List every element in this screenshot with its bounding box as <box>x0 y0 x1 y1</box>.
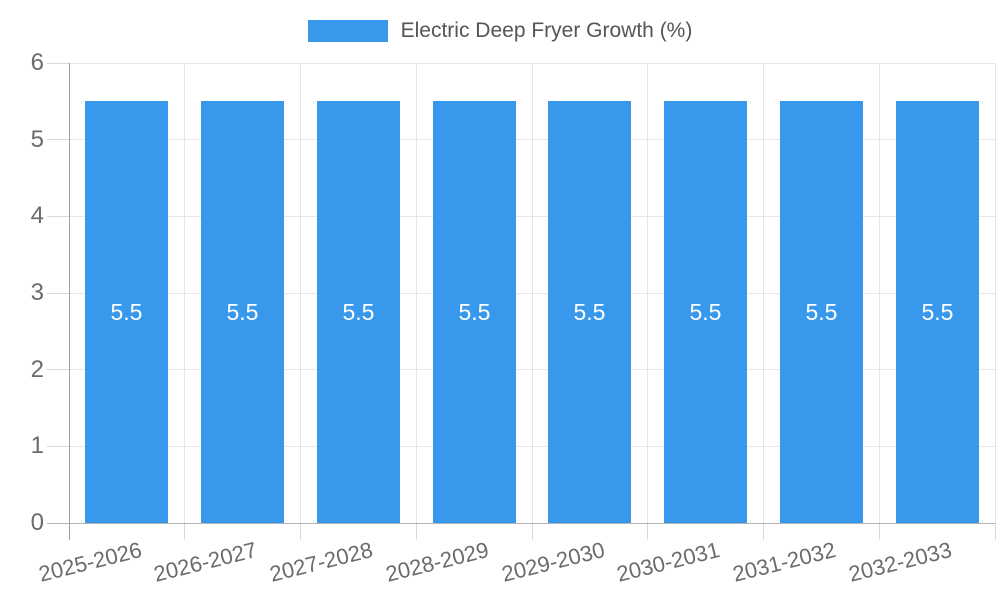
bar[interactable] <box>433 101 516 523</box>
bar-value-label: 5.5 <box>342 299 375 325</box>
x-axis-tick <box>994 523 996 540</box>
x-tick-label: 2028-2029 <box>383 537 492 587</box>
bar-value-label: 5.5 <box>458 299 491 325</box>
chart-legend: Electric Deep Fryer Growth (%) <box>0 19 1000 43</box>
legend-label[interactable]: Electric Deep Fryer Growth (%) <box>400 19 693 42</box>
x-boundary-grid-line <box>763 63 764 523</box>
x-tick-label: 2032-2033 <box>846 537 955 587</box>
bar-value-label: 5.5 <box>689 299 722 325</box>
bar[interactable] <box>780 101 863 523</box>
bar-value-label: 5.5 <box>226 299 259 325</box>
y-tick-label: 5 <box>30 125 44 153</box>
x-tick-label: 2025-2026 <box>35 537 144 587</box>
x-axis-tick <box>415 523 417 540</box>
x-boundary-grid-line <box>878 63 880 523</box>
x-axis-line <box>47 522 995 524</box>
x-axis-tick <box>763 523 764 540</box>
x-tick-label: 2030-2031 <box>614 537 723 587</box>
bar[interactable] <box>201 101 284 523</box>
y-axis-tick <box>47 445 69 447</box>
x-axis-tick <box>68 523 70 540</box>
bar-value-label: 5.5 <box>110 299 143 325</box>
y-tick-label: 1 <box>30 432 44 460</box>
bar-value-label: 5.5 <box>921 299 954 325</box>
y-axis-tick <box>47 62 69 64</box>
bar[interactable] <box>664 101 747 523</box>
legend-swatch[interactable] <box>307 20 388 42</box>
y-tick-label: 0 <box>30 509 44 536</box>
x-boundary-grid-line <box>184 63 186 523</box>
x-tick-label: 2031-2032 <box>730 537 839 587</box>
x-tick-label: 2029-2030 <box>498 537 607 587</box>
y-tick-label: 6 <box>30 49 44 76</box>
y-axis-tick <box>47 139 69 141</box>
x-boundary-grid-line <box>531 63 533 523</box>
x-boundary-grid-line <box>647 63 649 523</box>
y-tick-label: 2 <box>30 355 44 383</box>
y-axis-tick <box>47 369 69 371</box>
x-axis-tick <box>878 523 880 540</box>
y-tick-label: 3 <box>30 279 44 306</box>
bar[interactable] <box>85 101 168 523</box>
bar-value-label: 5.5 <box>805 299 838 325</box>
y-tick-label: 4 <box>30 202 44 230</box>
x-axis-tick <box>300 523 301 540</box>
x-tick-label: 2026-2027 <box>151 537 260 587</box>
x-boundary-grid-line <box>300 63 301 523</box>
bar[interactable] <box>896 101 979 523</box>
bar-value-label: 5.5 <box>573 299 606 325</box>
x-boundary-grid-line <box>994 63 996 523</box>
y-axis-tick <box>47 292 69 294</box>
x-axis-tick <box>647 523 649 540</box>
x-boundary-grid-line <box>415 63 417 523</box>
x-axis-tick <box>184 523 186 540</box>
y-axis-line <box>68 63 70 523</box>
x-tick-label: 2027-2028 <box>267 537 376 587</box>
bar[interactable] <box>317 101 400 523</box>
bar[interactable] <box>548 101 631 523</box>
y-axis-tick <box>47 215 69 217</box>
x-axis-tick <box>531 523 533 540</box>
